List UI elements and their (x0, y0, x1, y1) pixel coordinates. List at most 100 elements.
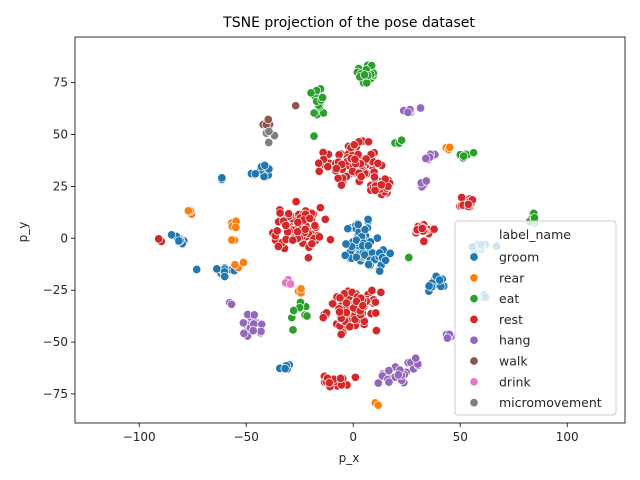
legend-marker-groom (469, 252, 479, 262)
point-rest (345, 322, 355, 332)
point-eat (362, 78, 372, 88)
point-rest (351, 296, 362, 306)
point-groom (217, 173, 227, 183)
point-groom (385, 248, 395, 258)
point-rest (273, 241, 283, 252)
point-rest (370, 185, 380, 195)
series-hang (225, 103, 456, 388)
point-rear (373, 400, 383, 410)
point-rest (369, 172, 380, 182)
point-micromovement (264, 126, 274, 136)
x-axis-label: p_x (339, 451, 360, 465)
point-rest (331, 163, 341, 174)
point-rear (227, 235, 237, 245)
point-rest (284, 209, 294, 219)
point-eat (309, 108, 319, 118)
point-rest (314, 232, 324, 242)
point-rest (336, 373, 346, 383)
legend-marker-rear (469, 273, 479, 283)
point-rest (314, 158, 324, 168)
point-hang (256, 326, 266, 336)
point-eat (404, 252, 414, 263)
point-rest (341, 298, 352, 308)
point-rest (371, 308, 381, 318)
legend-label-rest: rest (499, 312, 523, 327)
y-axis-ticks: −75 −50 −25 0 25 50 75 (43, 76, 75, 401)
y-tick-label: 50 (53, 128, 68, 142)
point-rest (293, 217, 303, 227)
legend-label-rear: rear (499, 270, 525, 285)
point-walk (263, 114, 273, 125)
point-rest (356, 172, 366, 182)
point-hang (393, 370, 403, 380)
point-rest (303, 253, 313, 263)
point-hang (442, 333, 452, 343)
point-rest (376, 180, 386, 190)
point-rear (296, 284, 306, 294)
point-rest (370, 297, 381, 307)
point-rest (320, 214, 330, 224)
point-drink (286, 279, 296, 289)
point-rest (300, 224, 310, 234)
legend-marker-eat (469, 294, 479, 304)
point-rest (310, 221, 320, 231)
point-hang (421, 153, 431, 164)
point-rest (463, 199, 473, 209)
point-groom (381, 255, 391, 265)
point-eat (459, 151, 469, 161)
legend-label-micromovement: micromovement (499, 395, 602, 410)
point-groom (192, 264, 202, 275)
point-rest (364, 137, 374, 147)
points-layer (154, 60, 540, 410)
legend-marker-rest (469, 314, 479, 324)
legend-label-groom: groom (499, 250, 539, 265)
point-rest (376, 287, 386, 297)
plot-frame (74, 36, 626, 424)
y-tick-label: 25 (53, 179, 68, 193)
point-hang (227, 299, 237, 309)
y-tick-label: −25 (43, 283, 68, 297)
chart-title: TSNE projection of the pose dataset (222, 15, 475, 31)
point-rear (238, 257, 249, 268)
x-tick-label: 0 (349, 430, 357, 444)
point-rest (429, 224, 439, 234)
point-rest (291, 197, 301, 207)
legend-marker-hang (469, 335, 479, 345)
point-eat (306, 88, 316, 98)
legend-label-eat: eat (499, 291, 519, 306)
point-micromovement (264, 137, 274, 148)
x-tick-label: −100 (123, 430, 156, 444)
point-hang (239, 328, 249, 338)
point-rest (457, 192, 467, 203)
point-rest (292, 227, 303, 237)
point-rest (349, 140, 359, 150)
legend-title: label_name (499, 227, 571, 242)
point-eat (309, 131, 319, 141)
point-rest (305, 213, 315, 223)
point-eat (318, 93, 328, 103)
point-hang (249, 310, 259, 320)
series-walk (258, 101, 301, 130)
point-groom (343, 224, 353, 234)
point-hang (421, 176, 431, 186)
point-rest (288, 235, 298, 245)
y-tick-label: 0 (60, 231, 68, 245)
point-rest (324, 378, 334, 388)
point-rest (325, 235, 336, 245)
point-groom (250, 169, 260, 179)
point-hang (403, 107, 413, 117)
point-groom (280, 364, 290, 374)
point-rest (275, 208, 285, 218)
point-hang (411, 353, 421, 363)
point-hang (248, 326, 258, 336)
point-rear (230, 260, 240, 270)
point-hang (416, 103, 426, 113)
legend: label_name groom rear eat rest hang walk drink… (454, 220, 617, 416)
point-rest (350, 154, 360, 164)
legend-label-drink: drink (499, 374, 531, 389)
point-rear (231, 222, 241, 232)
point-eat (469, 148, 479, 158)
point-eat (360, 70, 370, 80)
point-rest (371, 326, 381, 336)
